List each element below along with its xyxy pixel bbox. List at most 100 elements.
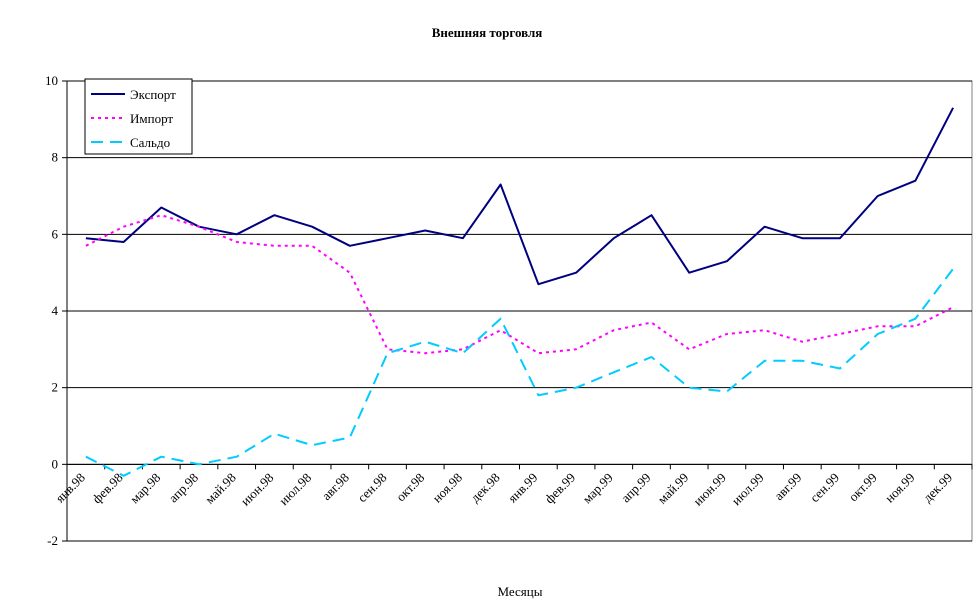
legend-label-1: Импорт bbox=[130, 111, 173, 126]
x-tick-label: ноя.99 bbox=[882, 470, 918, 506]
grid bbox=[66, 80, 973, 542]
data-point bbox=[273, 245, 275, 247]
y-tick-label: -2 bbox=[47, 533, 58, 548]
data-point bbox=[537, 283, 539, 285]
x-tick-label: мар.98 bbox=[127, 470, 164, 507]
x-tick-label: окт.99 bbox=[845, 470, 879, 504]
data-point bbox=[650, 214, 652, 216]
data-point bbox=[688, 386, 690, 388]
data-point bbox=[386, 348, 388, 350]
data-point bbox=[499, 317, 501, 319]
data-point bbox=[349, 245, 351, 247]
legend-label-2: Сальдо bbox=[130, 135, 170, 150]
x-tick-label: сен.98 bbox=[354, 470, 389, 505]
data-point bbox=[198, 225, 200, 227]
x-tick-label: июн.99 bbox=[690, 470, 729, 509]
data-point bbox=[763, 329, 765, 331]
data-point bbox=[349, 436, 351, 438]
data-point bbox=[877, 195, 879, 197]
data-point bbox=[613, 371, 615, 373]
data-point bbox=[537, 394, 539, 396]
data-point bbox=[462, 348, 464, 350]
data-point bbox=[575, 348, 577, 350]
data-point bbox=[160, 455, 162, 457]
data-point bbox=[650, 356, 652, 358]
data-point bbox=[160, 206, 162, 208]
data-point bbox=[122, 241, 124, 243]
data-point bbox=[914, 317, 916, 319]
series-line-1 bbox=[85, 214, 954, 355]
x-axis-title: Месяцы bbox=[498, 584, 543, 599]
x-tick-label: янв.99 bbox=[505, 470, 541, 506]
chart-title: Внешняя торговля bbox=[432, 25, 543, 40]
data-point bbox=[499, 329, 501, 331]
data-point bbox=[726, 390, 728, 392]
x-tick-label: фев.99 bbox=[542, 470, 578, 506]
data-point bbox=[386, 237, 388, 239]
data-point bbox=[650, 321, 652, 323]
y-tick-label: 8 bbox=[52, 150, 59, 165]
data-point bbox=[763, 225, 765, 227]
data-point bbox=[613, 329, 615, 331]
x-tick-label: мар.99 bbox=[579, 470, 616, 507]
data-point bbox=[839, 333, 841, 335]
x-tick-label: авг.99 bbox=[771, 470, 804, 503]
data-point bbox=[85, 245, 87, 247]
series-line-0 bbox=[85, 107, 954, 286]
data-point bbox=[839, 237, 841, 239]
x-tick-label: дек.98 bbox=[467, 470, 502, 505]
data-point bbox=[537, 352, 539, 354]
data-point bbox=[85, 455, 87, 457]
legend-label-0: Экспорт bbox=[130, 87, 176, 102]
x-tick-label: дек.99 bbox=[920, 470, 955, 505]
data-point bbox=[914, 179, 916, 181]
data-point bbox=[198, 463, 200, 465]
data-point bbox=[499, 183, 501, 185]
data-point bbox=[726, 260, 728, 262]
data-point bbox=[952, 268, 954, 270]
data-point bbox=[386, 352, 388, 354]
data-point bbox=[763, 360, 765, 362]
y-tick-label: 0 bbox=[52, 456, 59, 471]
data-point bbox=[801, 340, 803, 342]
data-point bbox=[877, 325, 879, 327]
data-point bbox=[424, 352, 426, 354]
data-point bbox=[462, 352, 464, 354]
x-tick-label: май.99 bbox=[654, 470, 691, 507]
data-point bbox=[311, 245, 313, 247]
data-point bbox=[726, 333, 728, 335]
data-point bbox=[462, 237, 464, 239]
x-tick-label: окт.98 bbox=[393, 470, 427, 504]
data-point bbox=[801, 360, 803, 362]
data-point bbox=[85, 237, 87, 239]
series-layer bbox=[85, 107, 954, 477]
data-point bbox=[311, 225, 313, 227]
data-point bbox=[311, 444, 313, 446]
data-point bbox=[235, 241, 237, 243]
data-point bbox=[952, 306, 954, 308]
data-point bbox=[688, 271, 690, 273]
x-tick-label: фев.98 bbox=[89, 470, 125, 506]
data-point bbox=[273, 432, 275, 434]
y-tick-label: 6 bbox=[52, 226, 59, 241]
data-point bbox=[877, 333, 879, 335]
x-tick-label: апр.98 bbox=[166, 470, 202, 506]
data-point bbox=[952, 107, 954, 109]
x-tick-label: июл.99 bbox=[728, 470, 766, 508]
y-tick-label: 2 bbox=[52, 380, 59, 395]
data-point bbox=[575, 386, 577, 388]
x-tick-label: авг.98 bbox=[319, 470, 352, 503]
data-point bbox=[273, 214, 275, 216]
x-tick-label: апр.99 bbox=[618, 470, 654, 506]
x-tick-label: май.98 bbox=[202, 470, 239, 507]
data-point bbox=[160, 214, 162, 216]
data-point bbox=[235, 233, 237, 235]
data-point bbox=[235, 455, 237, 457]
legend: Экспорт Импорт Сальдо bbox=[84, 78, 193, 155]
data-point bbox=[424, 229, 426, 231]
data-point bbox=[122, 225, 124, 227]
data-point bbox=[688, 348, 690, 350]
x-tick-label: ноя.98 bbox=[429, 470, 465, 506]
x-tick-label: сен.99 bbox=[807, 470, 842, 505]
